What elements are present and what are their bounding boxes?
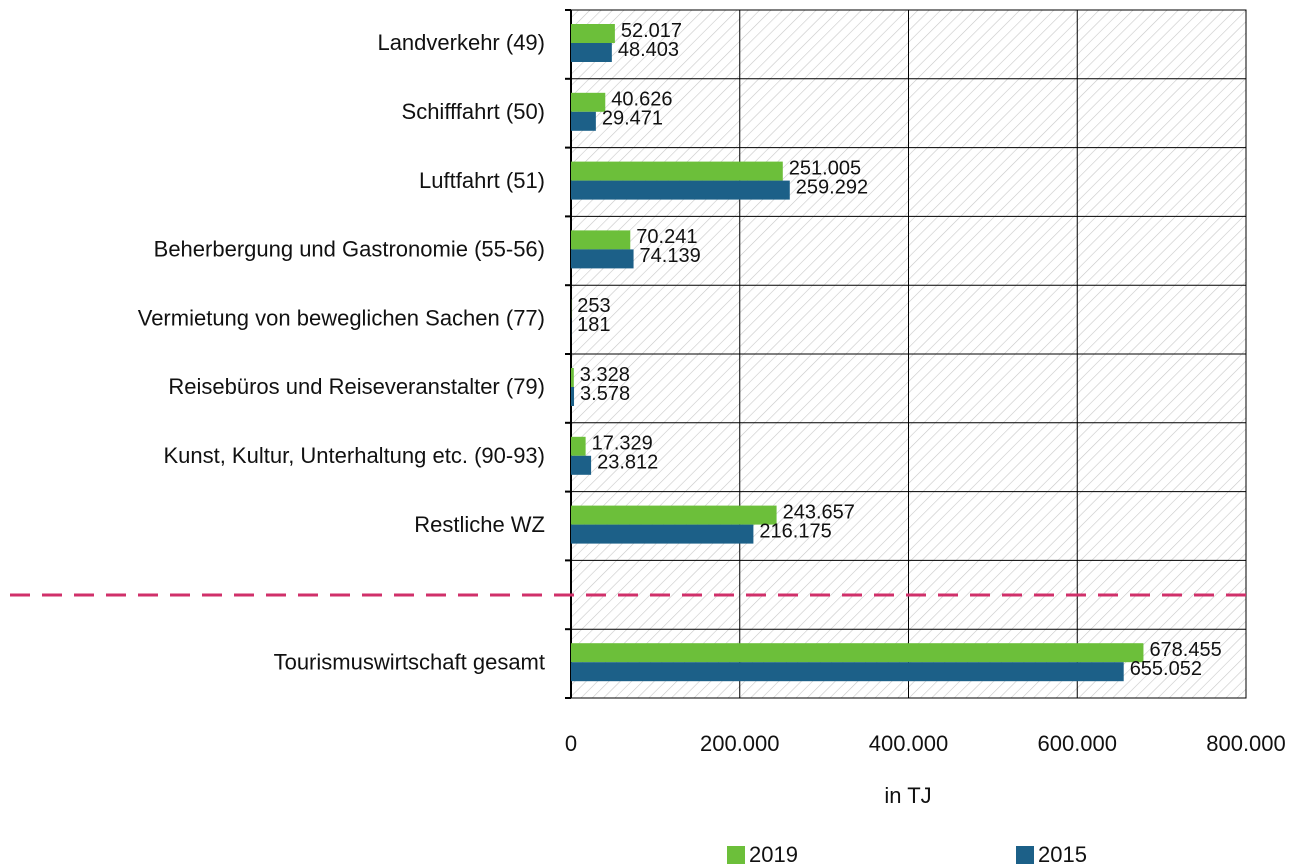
data-label: 29.471 bbox=[602, 108, 663, 130]
bar bbox=[571, 455, 592, 475]
bar bbox=[571, 111, 596, 131]
data-label: 678.455 bbox=[1149, 639, 1221, 661]
bar bbox=[571, 24, 615, 43]
y-tick-label: Schifffahrt (50) bbox=[402, 99, 545, 124]
y-tick-label: Luftfahrt (51) bbox=[419, 168, 545, 193]
y-tick-label: Restliche WZ bbox=[414, 512, 545, 537]
data-label: 216.175 bbox=[759, 520, 831, 542]
bar bbox=[571, 230, 631, 250]
bar bbox=[571, 92, 606, 112]
data-label: 52.017 bbox=[621, 20, 682, 42]
data-label: 17.329 bbox=[592, 433, 653, 455]
x-tick-label: 200.000 bbox=[700, 731, 780, 756]
legend-label: 2019 bbox=[749, 842, 798, 867]
data-label: 3.328 bbox=[580, 364, 630, 386]
x-tick-label: 800.000 bbox=[1206, 731, 1286, 756]
y-tick-label: Tourismuswirtschaft gesamt bbox=[274, 649, 545, 674]
data-label: 40.626 bbox=[611, 89, 672, 111]
bar bbox=[571, 180, 790, 200]
data-label: 253 bbox=[577, 295, 610, 317]
data-label: 655.052 bbox=[1130, 658, 1202, 680]
data-label: 23.812 bbox=[597, 452, 658, 474]
data-label: 259.292 bbox=[796, 176, 868, 198]
bar bbox=[571, 524, 754, 544]
bar bbox=[571, 662, 1124, 682]
bar bbox=[571, 387, 575, 406]
bar bbox=[571, 505, 777, 525]
bar bbox=[571, 643, 1144, 663]
bar bbox=[571, 436, 586, 456]
data-label: 74.139 bbox=[640, 245, 701, 267]
legend-swatch bbox=[727, 846, 745, 864]
y-tick-label: Landverkehr (49) bbox=[377, 30, 545, 55]
y-tick-label: Reisebüros und Reiseveranstalter (79) bbox=[168, 374, 545, 399]
bar bbox=[571, 161, 783, 181]
x-tick-label: 0 bbox=[565, 731, 577, 756]
data-label: 70.241 bbox=[636, 226, 697, 248]
x-tick-label: 400.000 bbox=[869, 731, 949, 756]
x-tick-label: 600.000 bbox=[1037, 731, 1117, 756]
data-label: 181 bbox=[577, 314, 610, 336]
data-label: 3.578 bbox=[580, 383, 630, 405]
data-label: 48.403 bbox=[618, 39, 679, 61]
x-axis-label: in TJ bbox=[884, 783, 931, 808]
data-label: 251.005 bbox=[789, 157, 861, 179]
y-tick-label: Beherbergung und Gastronomie (55-56) bbox=[154, 237, 545, 262]
legend-swatch bbox=[1016, 846, 1034, 864]
bar bbox=[571, 368, 574, 387]
bar bbox=[571, 43, 612, 62]
bar bbox=[571, 249, 634, 269]
y-tick-label: Kunst, Kultur, Unterhaltung etc. (90-93) bbox=[163, 443, 545, 468]
y-tick-label: Vermietung von beweglichen Sachen (77) bbox=[138, 305, 545, 330]
data-label: 243.657 bbox=[783, 501, 855, 523]
legend-label: 2015 bbox=[1038, 842, 1087, 867]
